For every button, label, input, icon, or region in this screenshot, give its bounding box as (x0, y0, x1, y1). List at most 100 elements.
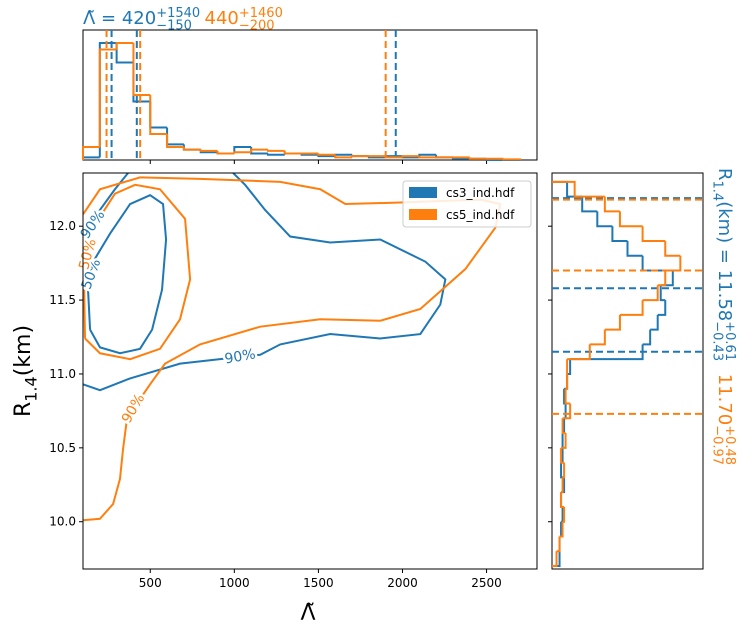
histogram-step (552, 551, 558, 568)
histogram-step (603, 196, 620, 213)
histogram-step (418, 156, 437, 159)
histogram-step (560, 492, 565, 508)
histogram-step (596, 211, 613, 228)
histogram-step (650, 314, 659, 331)
histogram-step (149, 101, 168, 129)
histogram-step (562, 462, 566, 479)
text-run: 11.70 (714, 374, 735, 426)
x-tick-label: 1500 (303, 576, 334, 590)
histogram-step (552, 180, 583, 198)
histogram-step (642, 329, 652, 346)
x-tick-label: 1000 (219, 576, 250, 590)
histogram-step (115, 42, 134, 50)
histogram-step (641, 226, 666, 242)
text-run: R (11, 402, 36, 417)
x-tick-label: 2000 (387, 576, 418, 590)
text-run: 440 (205, 8, 239, 29)
histogram-step (552, 180, 605, 198)
x-tick-label: 2500 (471, 576, 502, 590)
y-axis-label: R1.4(km) (11, 325, 41, 417)
histogram-step (619, 300, 644, 316)
histogram-step (401, 155, 420, 158)
text-run: −200 (239, 18, 275, 33)
histogram-step (559, 521, 564, 538)
histogram-step (562, 403, 572, 420)
histogram-step (334, 153, 353, 157)
axes-frame (82, 172, 538, 570)
histogram-step (657, 270, 667, 287)
contour-line (87, 194, 168, 355)
x-axis-label: Λ̃ (300, 601, 315, 626)
histogram-step (581, 196, 598, 213)
histogram-step (604, 314, 621, 331)
histogram-step (149, 95, 168, 135)
histogram-step (166, 127, 184, 146)
histogram-step (567, 344, 591, 361)
histogram-step (565, 373, 569, 390)
text-run: 1.4 (710, 181, 725, 202)
text-run: Λ̃ = 420 (83, 8, 156, 29)
text-run: +1540 (156, 6, 200, 21)
legend-label: cs3_ind.hdf (446, 186, 515, 200)
histogram-step (166, 134, 184, 148)
text-run: 1.4 (22, 376, 41, 401)
histogram-step (216, 150, 235, 155)
axes-frame (551, 172, 704, 570)
histogram-step (98, 42, 117, 158)
y-tick-label: 10.0 (49, 515, 76, 529)
x-tick-label: 500 (139, 576, 162, 590)
contour-layer (83, 173, 502, 522)
histogram-step (618, 211, 643, 228)
histogram-step (561, 418, 566, 435)
histogram-step (570, 344, 644, 361)
y-tick-label: 10.5 (49, 441, 76, 455)
histogram-step (660, 270, 674, 287)
text-run: −150 (156, 18, 192, 33)
legend-swatch (409, 209, 437, 220)
histogram-step (567, 359, 572, 375)
histogram-step (233, 151, 252, 154)
annotation: Λ̃ = 420+1540 −150 440+1460 −200 (83, 6, 283, 34)
text-run: +1460 (239, 6, 283, 21)
histogram-step (334, 154, 353, 159)
histogram-step (132, 43, 151, 96)
text-run: −0.97 (710, 425, 725, 465)
histogram-step (626, 240, 643, 257)
histogram-step (664, 240, 681, 257)
text-run: (km) = 11.58 (714, 201, 735, 321)
histogram-step (199, 149, 218, 152)
histogram-step (611, 226, 628, 242)
histogram-step (562, 506, 566, 523)
histogram-step (561, 477, 564, 494)
legend-swatch (409, 187, 437, 198)
y-tick-label: 12.0 (49, 219, 76, 233)
histogram-step (659, 285, 666, 302)
histogram-step (559, 521, 563, 538)
histogram-step (641, 255, 673, 272)
histogram-step (561, 433, 567, 449)
histogram-step (665, 255, 682, 272)
histogram-step (351, 155, 369, 158)
histogram-step (266, 153, 285, 156)
histogram-step (98, 48, 117, 147)
histogram-step (182, 147, 201, 151)
histogram-step (115, 43, 134, 64)
histogram-step (564, 388, 571, 405)
text-run: +0.48 (722, 425, 737, 465)
contour-label: 90% (223, 346, 256, 367)
contour-line (83, 173, 447, 392)
histogram-step (561, 506, 564, 523)
y-tick-label: 11.5 (49, 293, 76, 307)
histogram-step (556, 536, 561, 553)
histogram-step (589, 329, 606, 346)
histogram-step (250, 148, 268, 153)
histogram-step (560, 447, 565, 464)
axes-frame (82, 29, 538, 161)
contour-line (83, 176, 502, 522)
text-run: +0.61 (722, 321, 737, 361)
histogram-step (468, 157, 487, 160)
histogram-step (657, 300, 667, 316)
contour-line (83, 183, 192, 361)
text-run: −0.43 (710, 321, 725, 361)
histogram-step (564, 403, 567, 420)
